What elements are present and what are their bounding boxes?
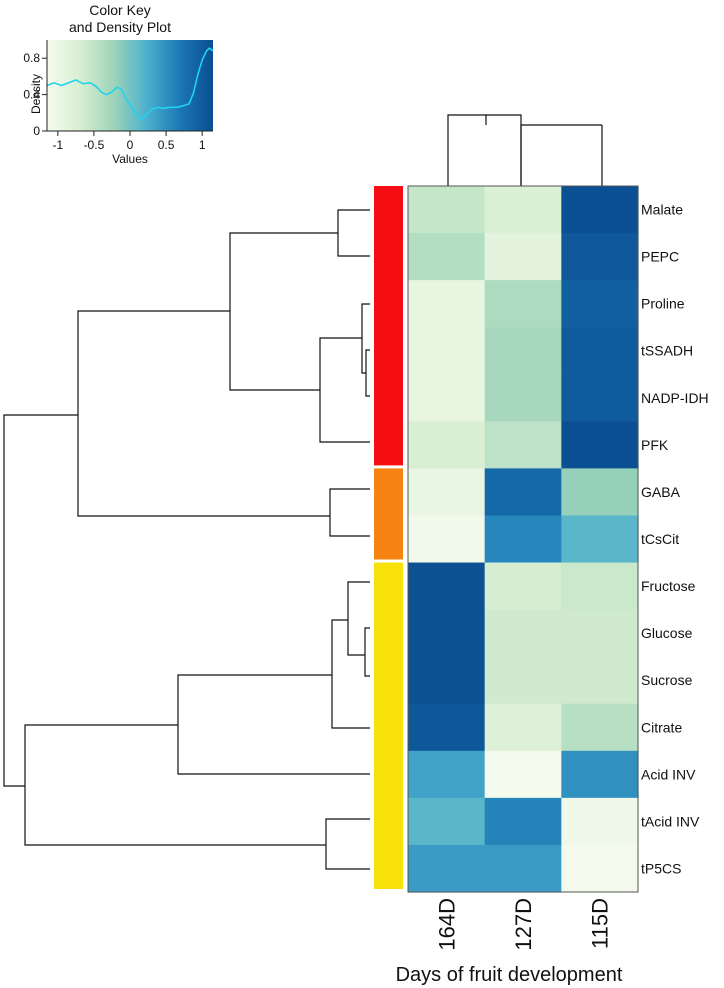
row-group-segment (374, 562, 403, 889)
color-key-y-ticks: 0 0.4 0.8 (23, 51, 47, 138)
color-key: Color Key and Density Plot -1 -0.5 0 0.5 1 0… (23, 2, 214, 166)
row-label: tAcid INV (641, 813, 700, 829)
heatmap-cell (484, 750, 562, 799)
column-dendrogram (447, 114, 603, 186)
heatmap-cell (484, 703, 562, 752)
row-label: PEPC (641, 249, 679, 265)
row-label: tSSADH (641, 343, 693, 359)
heatmap-cell (484, 280, 562, 328)
heatmap-cell (484, 562, 562, 611)
row-label: Proline (641, 296, 685, 312)
heatmap-cell (484, 186, 562, 234)
heatmap-cell (561, 562, 639, 611)
heatmap-cell (484, 233, 562, 281)
heatmap-cell (484, 327, 562, 375)
row-label: Glucose (641, 625, 693, 641)
heatmap-cell (561, 656, 639, 705)
row-label: PFK (641, 437, 669, 453)
heatmap-cells (408, 186, 639, 893)
heatmap-cell (561, 186, 639, 234)
heatmap-cell (561, 280, 639, 328)
heatmap-cell (484, 844, 562, 893)
color-key-x-tick-label: -1 (52, 138, 63, 152)
heatmap-cell (561, 797, 639, 846)
heatmap-cell (561, 515, 639, 564)
heatmap-cell (561, 609, 639, 658)
row-label: tP5CS (641, 861, 681, 877)
color-key-ylabel: Density (29, 74, 43, 114)
heatmap-cell (561, 327, 639, 375)
row-label: GABA (641, 484, 681, 500)
heatmap-cell (484, 468, 562, 517)
heatmap-cell (561, 844, 639, 893)
heatmap-cell (408, 703, 486, 752)
heatmap-cell (408, 327, 486, 375)
row-label: Citrate (641, 719, 682, 735)
heatmap-cell (561, 421, 639, 469)
heatmap-cell (408, 233, 486, 281)
column-labels: 164D 127D 115D (434, 898, 612, 951)
heatmap-cell (408, 515, 486, 564)
heatmap-cell (408, 656, 486, 705)
column-label: 164D (434, 898, 459, 951)
heatmap-cell (484, 656, 562, 705)
heatmap-cell (408, 186, 486, 234)
row-label: Acid INV (641, 766, 696, 782)
heatmap-cell (408, 797, 486, 846)
color-key-title-line1: Color Key (89, 2, 150, 18)
row-group-segment (374, 186, 403, 466)
density-curve (46, 47, 214, 121)
heatmap-cell (561, 374, 639, 422)
column-label: 127D (511, 898, 536, 951)
row-label: tCsCit (641, 531, 679, 547)
row-label: Sucrose (641, 672, 693, 688)
heatmap-cell (561, 233, 639, 281)
column-label: 115D (588, 898, 613, 949)
row-group-segment (374, 468, 403, 560)
row-group-color-bar (374, 186, 403, 889)
heatmap-cell (408, 374, 486, 422)
color-key-y-tick-label: 0.4 (23, 88, 40, 102)
heatmap-cell (408, 844, 486, 893)
x-axis-title: Days of fruit development (396, 964, 623, 986)
color-key-title-line2: and Density Plot (69, 19, 171, 35)
heatmap-cell (408, 468, 486, 517)
heatmap-border (407, 185, 639, 893)
heatmap-cell (561, 468, 639, 517)
color-key-x-ticks: -1 -0.5 0 0.5 1 (52, 131, 206, 152)
heatmap-cell (484, 374, 562, 422)
color-key-gradient (47, 40, 213, 131)
row-labels: Malate PEPC Proline tSSADH NADP-IDH PFK GABA tC… (641, 202, 709, 877)
heatmap-cell (484, 797, 562, 846)
row-label: NADP-IDH (641, 390, 709, 406)
color-key-x-tick-label: 0 (127, 138, 134, 152)
heatmap-cell (484, 515, 562, 564)
color-key-x-tick-label: 1 (199, 138, 206, 152)
heatmap-cell (561, 750, 639, 799)
row-label: Fructose (641, 578, 696, 594)
color-key-x-tick-label: -0.5 (84, 138, 105, 152)
heatmap-cell (408, 562, 486, 611)
color-key-y-tick-label: 0 (33, 124, 40, 138)
heatmap-cell (408, 280, 486, 328)
color-key-x-tick-label: 0.5 (158, 138, 175, 152)
heatmap-cell (561, 703, 639, 752)
heatmap-cell (408, 750, 486, 799)
heatmap-cell (484, 421, 562, 469)
row-dendrogram (3, 209, 370, 870)
heatmap-cell (408, 609, 486, 658)
color-key-y-tick-label: 0.8 (23, 51, 40, 65)
color-key-xlabel: Values (112, 152, 148, 166)
row-label: Malate (641, 202, 683, 218)
heatmap-cell (484, 609, 562, 658)
heatmap-cell (408, 421, 486, 469)
